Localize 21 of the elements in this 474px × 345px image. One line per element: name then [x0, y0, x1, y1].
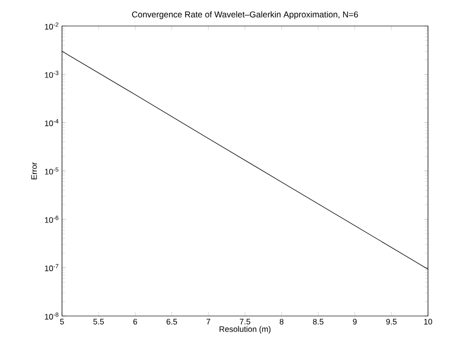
x-tick-label: 6 [133, 318, 138, 325]
y-tick-label: 10$^{-3}$ [45, 70, 58, 78]
y-axis-title: Error [31, 162, 37, 180]
x-tick-label: 8.5 [312, 318, 324, 325]
y-tick-label: 10$^{-4}$ [45, 119, 58, 126]
x-tick-label: 9.5 [386, 318, 397, 325]
chart-title: Convergence Rate of Wavelet–Galerkin Approximation, N=6 [132, 11, 358, 20]
x-tick-label: 5 [60, 318, 64, 324]
y-tick-label: 10$^{-6}$ [45, 216, 58, 223]
x-axis-title: Resolution (m) [220, 326, 270, 334]
x-tick-label: 7.5 [240, 318, 250, 324]
x-tick-label: 9 [352, 318, 357, 325]
x-tick-label: 8 [280, 318, 284, 325]
y-tick-label: 10$^{-7}$ [45, 264, 58, 272]
x-tick-label: 5.5 [93, 318, 104, 324]
y-tick-label: 10$^{-8}$ [45, 312, 58, 320]
x-tick-label: 7 [206, 318, 210, 324]
x-tick-label: 10 [424, 318, 432, 325]
x-tick-label: 6.5 [166, 318, 178, 325]
y-tick-label: 10$^{-5}$ [45, 167, 58, 175]
y-tick-label: 10$^{-2}$ [45, 22, 58, 30]
